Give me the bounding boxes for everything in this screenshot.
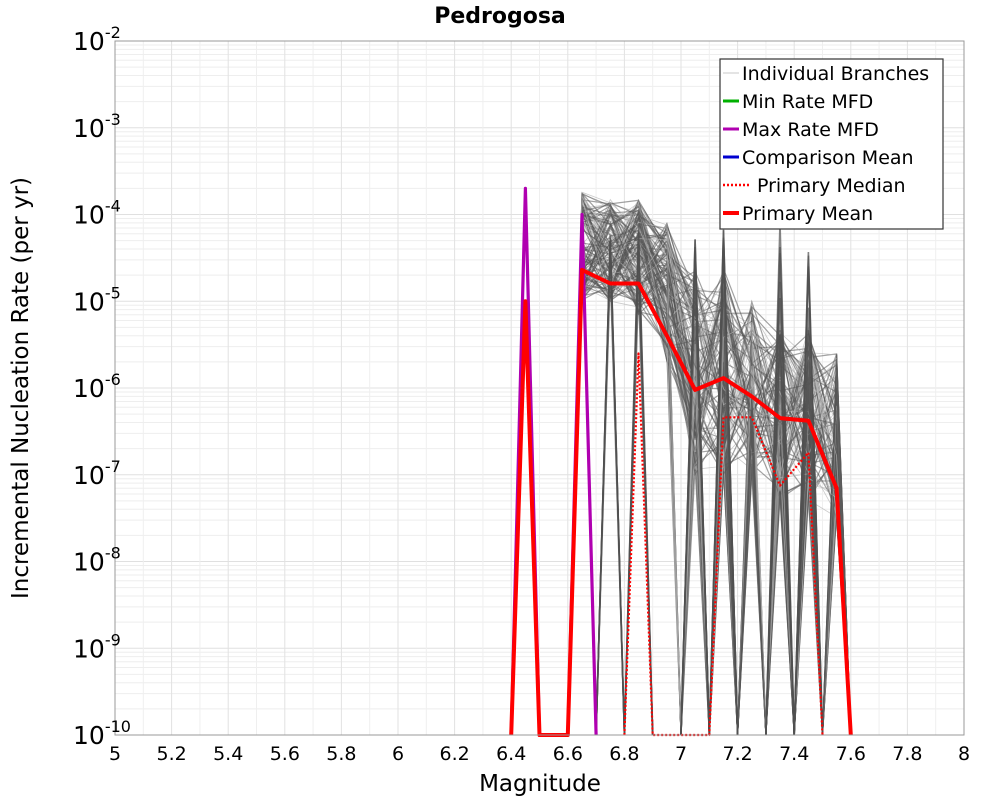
x-tick-label: 7 (675, 743, 687, 765)
branch-spike (708, 237, 739, 736)
y-tick-label: 10-2 (73, 23, 121, 56)
y-tick-label: 10-4 (73, 197, 121, 230)
x-tick-label: 6.8 (609, 743, 639, 765)
legend-box (719, 58, 944, 230)
branch-line (567, 251, 852, 736)
y-axis-label: Incremental Nucleation Rate (per yr) (8, 177, 34, 599)
x-tick-label: 7.6 (836, 743, 866, 765)
legend-label: Primary Median (757, 175, 906, 197)
x-tick-label: 5.8 (326, 743, 356, 765)
x-tick-label: 5.4 (213, 743, 243, 765)
x-axis-label: Magnitude (479, 771, 601, 797)
plot-frame (114, 40, 965, 736)
legend-label: Max Rate MFD (742, 119, 879, 141)
x-tick-label: 7.2 (722, 743, 752, 765)
branch-spike (793, 255, 824, 736)
branch-line (567, 253, 852, 736)
x-tick-label: 5 (109, 743, 121, 765)
legend-label: Comparison Mean (742, 147, 914, 169)
y-tick-label: 10-3 (73, 110, 121, 143)
y-tick-label: 10-10 (73, 717, 131, 750)
branch-line (567, 209, 852, 736)
legend-label: Min Rate MFD (742, 91, 873, 113)
x-tick-label: 8 (958, 743, 970, 765)
y-tick-label: 10-5 (73, 283, 121, 316)
y-tick-label: 10-6 (73, 370, 121, 403)
x-tick-label: 5.6 (270, 743, 300, 765)
legend-label: Individual Branches (742, 63, 929, 85)
y-tick-label: 10-7 (73, 457, 121, 490)
x-tick-label: 6.2 (439, 743, 469, 765)
x-tick-label: 7.8 (892, 743, 922, 765)
branch-line (567, 191, 852, 736)
x-tick-label: 6 (392, 743, 404, 765)
branch-spike (680, 250, 711, 736)
x-tick-label: 6.4 (496, 743, 526, 765)
x-tick-label: 7.4 (779, 743, 809, 765)
x-tick-label: 6.6 (553, 743, 583, 765)
y-tick-label: 10-9 (73, 630, 121, 663)
y-axis-ticks: 10-10 10-9 10-8 10-7 10-6 10-5 10-4 10-3 10-2 (73, 23, 131, 750)
branch-line (567, 236, 852, 736)
legend-label: Primary Mean (742, 203, 873, 225)
series-primary-median (623, 352, 824, 737)
branch-line (567, 228, 852, 736)
y-tick-label: 10-8 (73, 544, 121, 577)
x-axis-ticks: 5 5.2 5.4 5.6 5.8 6 6.2 6.4 6.6 6.8 7 7.2 7.4 7.6 7.8 8 (109, 743, 970, 765)
x-tick-label: 5.2 (156, 743, 186, 765)
branch-spike (623, 243, 654, 736)
branch-spike (765, 246, 795, 736)
legend: Individual Branches Min Rate MFD Max Rate … (719, 58, 944, 230)
chart-title: Pedrogosa (434, 4, 566, 29)
branch-spike (595, 269, 626, 736)
